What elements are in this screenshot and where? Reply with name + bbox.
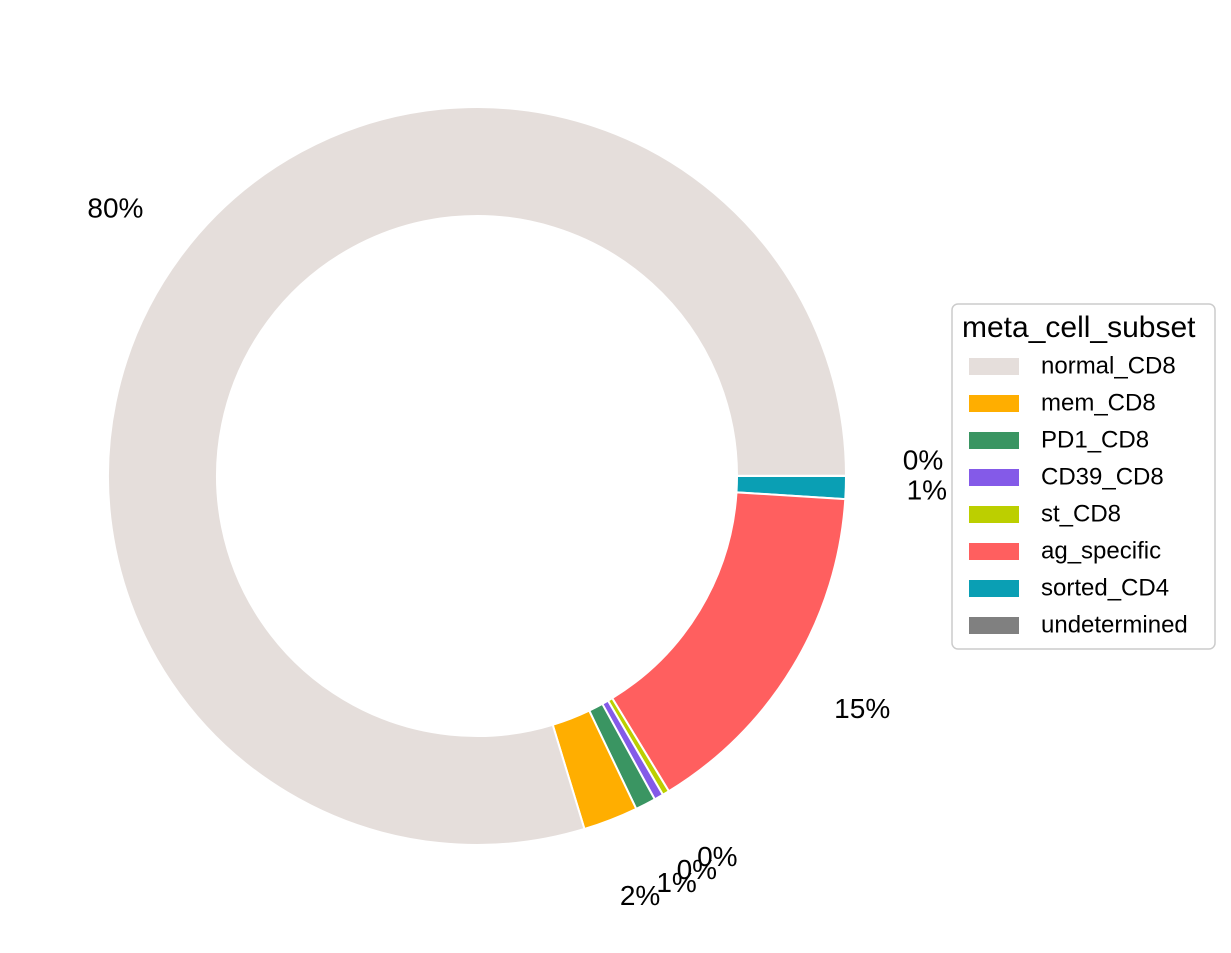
legend-label-mem_CD8: mem_CD8 [1041, 390, 1156, 417]
legend-items: normal_CD8 mem_CD8 PD1_CD8 CD39_CD8 st_CD8ag… [969, 353, 1188, 639]
legend-swatch-ag_specific [969, 543, 1019, 560]
percentage-labels: 1%15%0%0%1%2%80%0% [87, 193, 947, 911]
legend-label-st_CD8: st_CD8 [1041, 501, 1121, 528]
legend-swatch-CD39_CD8 [969, 469, 1019, 486]
legend-label-ag_specific: ag_specific [1041, 538, 1161, 565]
pct-label-normal_CD8: 80% [87, 193, 143, 224]
legend-swatch-sorted_CD4 [969, 580, 1019, 597]
legend-label-sorted_CD4: sorted_CD4 [1041, 575, 1169, 602]
legend-label-normal_CD8: normal_CD8 [1041, 353, 1176, 380]
legend-frame [951, 303, 1216, 650]
legend-swatch-PD1_CD8 [969, 432, 1019, 449]
legend-swatch-mem_CD8 [969, 395, 1019, 412]
legend-label-CD39_CD8: CD39_CD8 [1041, 464, 1164, 491]
legend-label-PD1_CD8: PD1_CD8 [1041, 427, 1149, 454]
legend-swatch-st_CD8 [969, 506, 1019, 523]
pct-label-mem_CD8: 2% [620, 880, 660, 911]
pct-label-PD1_CD8: 1% [656, 867, 696, 898]
pct-label-st_CD8: 0% [697, 841, 737, 872]
pct-label-ag_specific: 15% [834, 693, 890, 724]
legend-label-undetermined: undetermined [1041, 612, 1188, 639]
slice-ag_specific [610, 491, 847, 793]
legend-swatch-undetermined [969, 617, 1019, 634]
legend-title: meta_cell_subset [962, 311, 1196, 344]
pct-label-undetermined: 0% [903, 444, 943, 475]
pct-label-sorted_CD4: 1% [907, 475, 947, 506]
slice-normal_CD8 [107, 106, 848, 846]
donut-slices [107, 106, 848, 846]
pct-label-CD39_CD8: 0% [677, 854, 717, 885]
legend: meta_cell_subset normal_CD8 mem_CD8 PD1_CD… [951, 303, 1216, 650]
legend-swatch-normal_CD8 [969, 358, 1019, 375]
